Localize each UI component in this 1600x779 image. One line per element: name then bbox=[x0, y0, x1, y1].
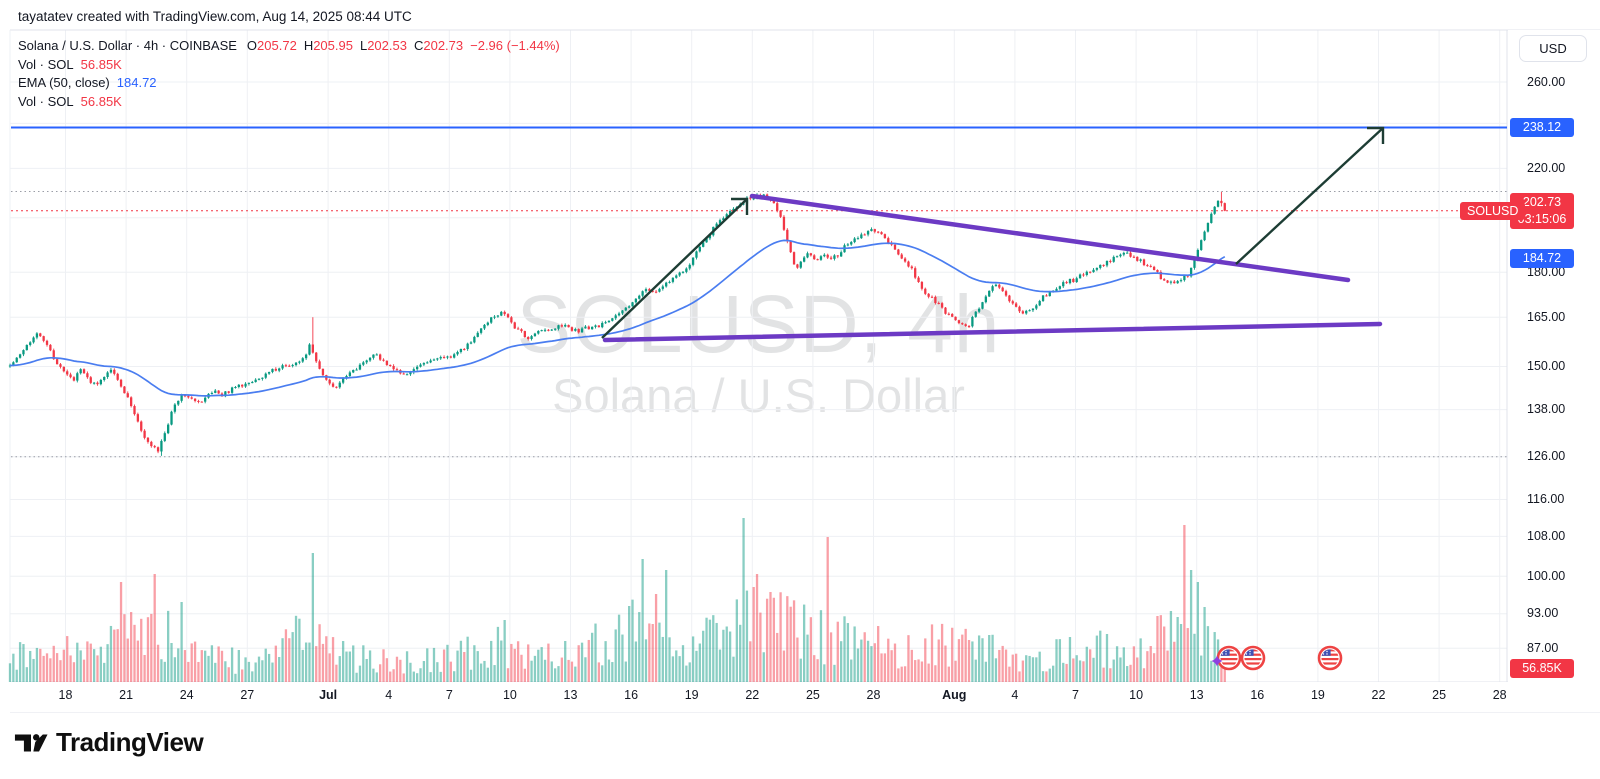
legend: Solana / U.S. Dollar · 4h · COINBASE O205… bbox=[18, 38, 560, 112]
grid-layer bbox=[9, 29, 1600, 713]
arrow-2[interactable] bbox=[1235, 126, 1385, 265]
price-tick-label: 100.00 bbox=[1527, 568, 1566, 583]
ema-label: EMA (50, close) bbox=[18, 75, 110, 90]
close-label: C bbox=[413, 38, 424, 53]
tradingview-logo-text: TradingView bbox=[56, 727, 204, 757]
ema-value: 184.72 bbox=[116, 75, 157, 90]
price-tick-label: 260.00 bbox=[1527, 74, 1566, 89]
sparkle-icon bbox=[1211, 655, 1223, 667]
ema-path[interactable] bbox=[9, 239, 1226, 397]
volume-value: 56.85K bbox=[80, 56, 122, 72]
time-tick-label: 7 bbox=[1072, 688, 1079, 702]
volume-label-2: Vol · SOL bbox=[18, 93, 74, 109]
symbol-title[interactable]: Solana / U.S. Dollar · 4h · COINBASE bbox=[18, 38, 237, 53]
drawings-layer[interactable] bbox=[11, 126, 1507, 458]
tradingview-logo-icon bbox=[14, 733, 48, 751]
high-value: 205.95 bbox=[313, 38, 353, 53]
time-tick-label: Jul bbox=[319, 688, 338, 702]
hline-price-badge: 238.12 bbox=[1510, 117, 1574, 137]
time-tick-label: 7 bbox=[445, 688, 453, 702]
low-label: L bbox=[359, 38, 368, 53]
legend-ema-row[interactable]: EMA (50, close) 184.72 bbox=[18, 75, 560, 91]
legend-volume-row[interactable]: Vol · SOL 56.85K bbox=[18, 57, 560, 73]
high-label: H bbox=[303, 38, 314, 53]
price-scale[interactable]: USD 238.12 202.73 03:15:06 184.72 56.85K… bbox=[1508, 30, 1600, 712]
ema-price-badge: 184.72 bbox=[1510, 249, 1574, 269]
price-tick-label: 87.00 bbox=[1527, 640, 1559, 655]
time-tick-label: 4 bbox=[385, 688, 393, 702]
trendline-2[interactable] bbox=[602, 321, 1383, 343]
symbol-price-label: SOLUSD bbox=[1460, 201, 1526, 220]
change-value: −2.96 (−1.44%) bbox=[470, 38, 560, 53]
price-tick-label: 180.00 bbox=[1527, 264, 1566, 279]
economic-event-us-flag-icon[interactable] bbox=[1240, 645, 1266, 671]
price-tick-label: 150.00 bbox=[1527, 359, 1566, 373]
footer-brand[interactable]: TradingView bbox=[14, 727, 204, 758]
time-scale[interactable]: 18 21 24 27 Jul 4 7 10 13 16 19 22 25 28 Aug 4 7 10 13 16 19… bbox=[0, 682, 1600, 712]
open-value: 205.72 bbox=[257, 38, 297, 53]
economic-event-us-flag-icon[interactable] bbox=[1216, 645, 1242, 671]
legend-volume-row-2[interactable]: Vol · SOL 56.85K bbox=[18, 94, 560, 110]
open-label: O bbox=[246, 38, 258, 53]
time-tick-label: Aug bbox=[942, 688, 967, 702]
trendline-1[interactable] bbox=[749, 193, 1351, 283]
time-tick-label: 28 bbox=[866, 688, 881, 702]
price-tick-label: 108.00 bbox=[1527, 528, 1566, 543]
price-tick-label: 138.00 bbox=[1527, 402, 1566, 417]
time-tick-label: 4 bbox=[1011, 688, 1019, 702]
ema-line[interactable] bbox=[9, 239, 1226, 397]
last-price-value: 202.73 bbox=[1522, 195, 1562, 210]
time-tick-label: 28 bbox=[1492, 688, 1507, 702]
time-tick-label: 24 bbox=[179, 688, 194, 702]
low-value: 202.53 bbox=[367, 38, 407, 53]
time-tick-label: 22 bbox=[1371, 688, 1386, 702]
price-tick-label: 116.00 bbox=[1527, 491, 1565, 506]
volume-value-2: 56.85K bbox=[80, 93, 122, 109]
price-tick-label: 220.00 bbox=[1527, 160, 1566, 175]
time-tick-label: 10 bbox=[502, 688, 517, 702]
economic-event-us-flag-icon[interactable] bbox=[1317, 645, 1343, 671]
price-tick-label: 93.00 bbox=[1527, 606, 1559, 621]
close-value: 202.73 bbox=[423, 38, 464, 53]
time-tick-label: 16 bbox=[624, 688, 639, 702]
volume-label: Vol · SOL bbox=[18, 56, 74, 72]
time-tick-label: 19 bbox=[684, 688, 699, 702]
time-tick-label: 13 bbox=[1189, 688, 1204, 702]
time-tick-label: 21 bbox=[119, 688, 134, 702]
volume-layer[interactable] bbox=[8, 518, 1226, 682]
time-tick-label: 18 bbox=[58, 688, 73, 702]
price-tick-label: 126.00 bbox=[1527, 449, 1566, 464]
currency-button[interactable]: USD bbox=[1519, 35, 1587, 62]
time-tick-label: 13 bbox=[563, 688, 578, 702]
bar-countdown: 03:15:06 bbox=[1517, 212, 1567, 227]
credit-line: tayatatev created with TradingView.com, … bbox=[18, 9, 412, 24]
legend-symbol-row[interactable]: Solana / U.S. Dollar · 4h · COINBASE O205… bbox=[18, 38, 560, 54]
volume-badge: 56.85K bbox=[1510, 658, 1574, 678]
time-tick-label: 25 bbox=[805, 688, 820, 702]
time-tick-label: 19 bbox=[1310, 688, 1325, 702]
arrow-1[interactable] bbox=[601, 197, 749, 339]
candles-layer[interactable] bbox=[8, 191, 1226, 456]
events-layer[interactable] bbox=[1211, 645, 1343, 671]
time-tick-label: 25 bbox=[1432, 688, 1447, 702]
time-tick-label: 27 bbox=[240, 688, 255, 702]
time-tick-label: 22 bbox=[745, 688, 760, 702]
price-tick-label: 165.00 bbox=[1527, 309, 1566, 324]
time-tick-label: 16 bbox=[1250, 688, 1265, 702]
time-tick-label: 10 bbox=[1129, 688, 1144, 702]
